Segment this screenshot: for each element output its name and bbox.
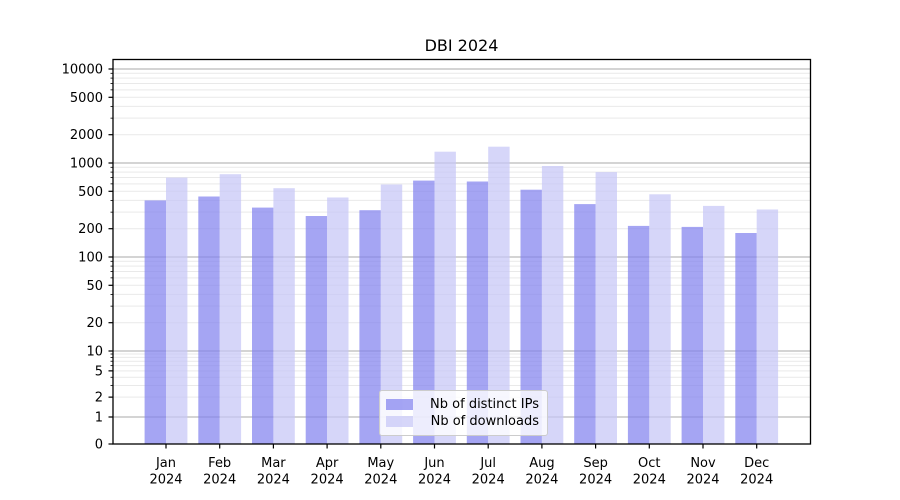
bar-downloads-feb — [219, 174, 242, 444]
bar-downloads-sep — [595, 172, 617, 444]
x-tick-label: Nov 2024 — [686, 456, 719, 488]
chart-title: DBI 2024 — [424, 36, 499, 55]
y-tick-label: 1000 — [70, 157, 103, 172]
y-tick-label: 2 — [95, 391, 103, 406]
bar-downloads-jan — [166, 177, 188, 444]
y-tick-label: 20 — [86, 316, 103, 331]
x-tick-label: Feb 2024 — [203, 456, 236, 488]
plot-border — [112, 58, 812, 445]
y-tick-label: 100 — [78, 251, 103, 266]
bar-distinct-ips-apr — [305, 216, 328, 444]
legend-swatch-distinct-ips — [386, 399, 413, 410]
bar-distinct-ips-nov — [681, 226, 703, 444]
bar-distinct-ips-oct — [627, 225, 650, 444]
bar-distinct-ips-feb — [198, 196, 220, 444]
legend-label-distinct-ips: Nb of distinct IPs — [430, 397, 539, 412]
x-tick-label: Mar 2024 — [257, 456, 290, 488]
bar-downloads-oct — [649, 194, 671, 444]
x-tick-label: Aug 2024 — [525, 456, 558, 488]
y-tick-label: 5 — [95, 364, 103, 379]
legend: Nb of distinct IPs Nb of downloads — [379, 390, 548, 436]
legend-swatch-downloads — [386, 416, 413, 427]
bar-distinct-ips-mar — [252, 207, 274, 444]
bar-downloads-jul — [488, 146, 510, 444]
bar-distinct-ips-jan — [144, 200, 166, 444]
y-tick-label: 0 — [95, 438, 103, 453]
bar-distinct-ips-sep — [574, 204, 596, 444]
bar-distinct-ips-may — [359, 210, 381, 444]
bar-downloads-nov — [703, 205, 725, 444]
bar-downloads-may — [380, 184, 403, 444]
bar-downloads-mar — [273, 188, 295, 444]
x-tick-label: Jan 2024 — [149, 456, 182, 488]
x-tick-label: Oct 2024 — [633, 456, 666, 488]
y-tick-label: 10 — [86, 345, 103, 360]
legend-item-downloads: Nb of downloads — [386, 414, 539, 429]
x-tick-label: Jul 2024 — [472, 456, 505, 488]
y-tick-label: 200 — [78, 222, 103, 237]
y-tick-label: 50 — [86, 279, 103, 294]
x-tick-label: Apr 2024 — [311, 456, 344, 488]
bar-downloads-dec — [756, 209, 779, 444]
y-tick-label: 10000 — [62, 63, 103, 78]
y-tick-label: 500 — [78, 185, 103, 200]
bar-distinct-ips-dec — [735, 233, 757, 444]
y-tick-label: 5000 — [70, 91, 103, 106]
legend-item-distinct-ips: Nb of distinct IPs — [386, 397, 539, 412]
bar-downloads-jun — [434, 151, 456, 444]
bar-downloads-apr — [327, 197, 349, 444]
bar-distinct-ips-jun — [413, 180, 435, 444]
legend-label-downloads: Nb of downloads — [430, 414, 539, 429]
bar-distinct-ips-jul — [466, 181, 489, 444]
x-tick-label: May 2024 — [364, 456, 397, 488]
x-tick-label: Dec 2024 — [740, 456, 773, 488]
y-tick-label: 2000 — [70, 128, 103, 143]
bar-downloads-aug — [541, 166, 564, 444]
x-tick-label: Jun 2024 — [418, 456, 451, 488]
x-tick-label: Sep 2024 — [579, 456, 612, 488]
bar-distinct-ips-aug — [520, 189, 542, 444]
y-tick-label: 1 — [95, 411, 103, 426]
